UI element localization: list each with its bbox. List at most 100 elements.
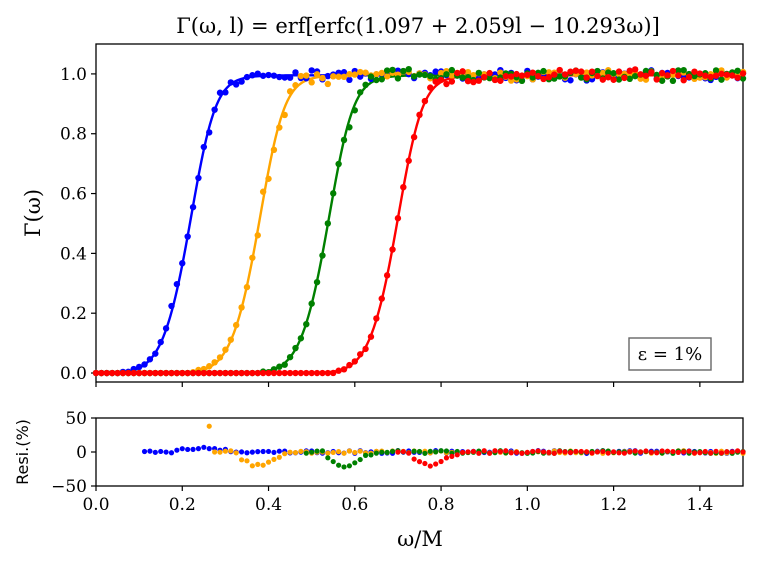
residual-point-0 — [158, 448, 164, 455]
residual-point-1 — [222, 448, 228, 454]
data-point-0 — [567, 77, 574, 84]
residual-point-3 — [433, 461, 439, 467]
data-point-3 — [146, 369, 154, 377]
residual-point-3 — [611, 449, 617, 455]
main-plot: 0.0 0.2 0.4 0.6 0.8 1.0 Γ(ω) ε = 1% — [21, 43, 747, 387]
data-point-3 — [734, 74, 741, 81]
residual-point-3 — [465, 449, 471, 455]
data-point-2 — [303, 320, 310, 328]
data-point-3 — [605, 74, 612, 81]
data-point-3 — [551, 71, 558, 78]
data-point-3 — [394, 215, 402, 222]
residual-point-3 — [400, 448, 406, 455]
residual-point-3 — [708, 450, 714, 456]
data-point-3 — [443, 80, 450, 88]
data-point-3 — [696, 70, 704, 77]
data-point-3 — [588, 68, 596, 75]
data-point-1 — [313, 71, 321, 78]
data-point-3 — [340, 366, 348, 373]
data-point-0 — [265, 71, 272, 79]
data-point-0 — [135, 363, 143, 371]
residual-point-0 — [195, 446, 202, 452]
data-point-3 — [491, 76, 499, 84]
residual-y-tick-label-1: 0 — [76, 443, 87, 463]
data-point-3 — [702, 72, 709, 79]
data-point-3 — [335, 367, 342, 374]
data-point-2 — [308, 300, 315, 307]
residual-point-3 — [460, 449, 466, 455]
data-point-0 — [189, 203, 197, 211]
data-point-3 — [707, 73, 714, 81]
annotation-text: ε = 1% — [638, 344, 702, 365]
data-point-3 — [259, 369, 267, 377]
data-point-3 — [303, 369, 310, 377]
data-point-2 — [427, 72, 434, 80]
residual-point-3 — [691, 450, 698, 456]
residual-point-3 — [616, 450, 622, 456]
residual-point-3 — [562, 449, 568, 455]
data-point-2 — [669, 77, 677, 85]
x-tick-label-3: 0.6 — [341, 495, 368, 515]
data-point-3 — [152, 369, 159, 377]
data-point-3 — [189, 369, 197, 377]
residual-point-3 — [735, 448, 741, 454]
residual-point-3 — [697, 450, 703, 456]
data-point-0 — [141, 361, 148, 368]
x-axis-label: ω/M — [397, 527, 443, 551]
residual-point-3 — [589, 450, 595, 456]
data-point-0 — [281, 74, 288, 81]
residual-point-0 — [141, 448, 148, 455]
data-point-3 — [437, 76, 445, 84]
residual-point-3 — [395, 449, 401, 455]
annotation-box — [628, 337, 712, 371]
data-point-1 — [464, 68, 472, 76]
data-point-3 — [470, 78, 477, 86]
data-point-1 — [599, 69, 607, 77]
data-point-3 — [243, 369, 251, 377]
data-point-2 — [712, 67, 720, 74]
residual-point-2 — [422, 450, 428, 456]
residual-point-3 — [600, 448, 606, 455]
residual-point-1 — [206, 423, 212, 429]
residual-point-3 — [476, 450, 482, 456]
data-point-2 — [518, 77, 526, 85]
residual-point-1 — [276, 454, 282, 460]
data-point-3 — [276, 369, 283, 377]
data-point-3 — [362, 345, 369, 353]
data-point-1 — [286, 88, 294, 95]
residual-point-3 — [702, 448, 708, 455]
data-point-3 — [389, 246, 396, 253]
data-point-2 — [292, 344, 299, 352]
residual-point-3 — [481, 448, 487, 454]
residual-point-2 — [379, 449, 385, 455]
data-point-0 — [292, 69, 299, 76]
data-point-2 — [389, 66, 396, 74]
x-tick-label-0: 0.0 — [82, 495, 109, 515]
data-point-3 — [410, 133, 418, 141]
data-point-0 — [152, 350, 159, 357]
data-point-2 — [319, 252, 326, 259]
data-point-0 — [157, 338, 164, 346]
data-point-3 — [232, 369, 240, 377]
residual-point-0 — [206, 446, 212, 452]
data-point-3 — [292, 369, 299, 377]
data-point-1 — [373, 71, 380, 78]
data-point-3 — [502, 72, 509, 80]
data-point-3 — [319, 369, 326, 377]
data-point-3 — [141, 369, 148, 377]
residual-point-3 — [524, 449, 530, 455]
data-point-3 — [346, 361, 353, 369]
data-point-2 — [529, 74, 536, 81]
data-point-2 — [297, 335, 305, 342]
data-point-3 — [653, 76, 660, 83]
data-point-2 — [373, 76, 380, 84]
data-point-2 — [346, 124, 353, 131]
data-point-2 — [351, 107, 358, 114]
data-point-3 — [680, 76, 687, 84]
data-point-2 — [578, 74, 585, 81]
residual-point-2 — [319, 448, 326, 454]
residual-y-ticks: 50 0 −50 — [51, 409, 96, 497]
data-point-3 — [518, 72, 526, 79]
data-point-1 — [216, 354, 224, 361]
residual-point-1 — [287, 449, 293, 455]
